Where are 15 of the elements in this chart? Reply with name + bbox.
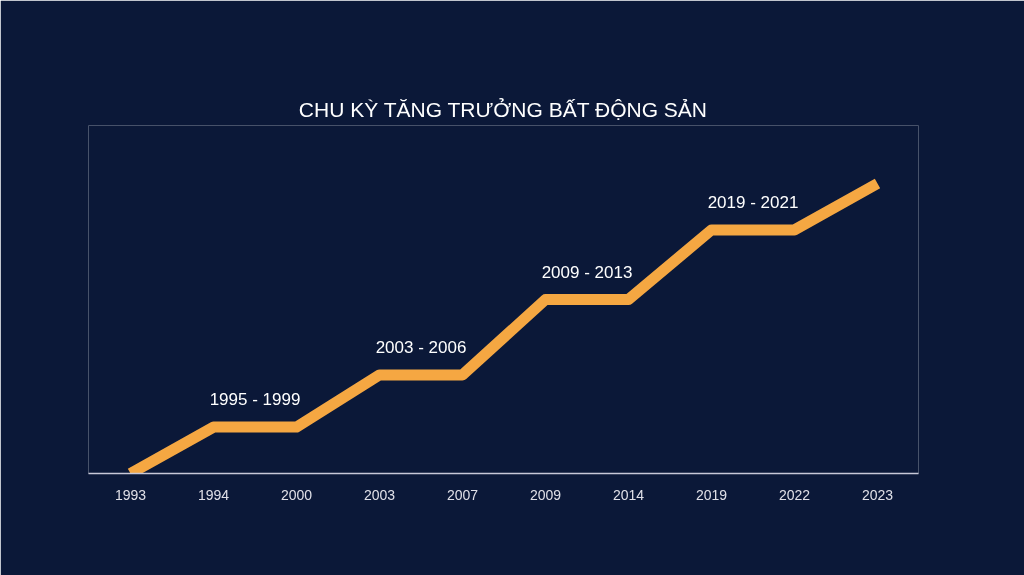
x-tick-label: 1994	[197, 486, 230, 503]
x-tick-label: 2007	[446, 486, 479, 503]
x-tick-label: 2019	[695, 486, 728, 503]
x-tick-label: 2022	[778, 486, 811, 503]
annotation: 2019 - 2021	[707, 192, 799, 212]
annotation: 1995 - 1999	[209, 390, 301, 410]
x-tick-label: 2014	[612, 486, 645, 503]
x-tick-label: 2023	[861, 486, 894, 503]
x-tick-label: 2009	[529, 486, 562, 503]
x-tick-label: 2000	[280, 486, 313, 503]
annotation: 2009 - 2013	[541, 262, 633, 282]
x-tick-label: 2003	[363, 486, 396, 503]
annotation: 2003 - 2006	[375, 337, 467, 357]
chart-title: CHU KỲ TĂNG TRƯỞNG BẤT ĐỘNG SẢN	[298, 97, 708, 121]
x-tick-label: 1993	[114, 486, 147, 503]
